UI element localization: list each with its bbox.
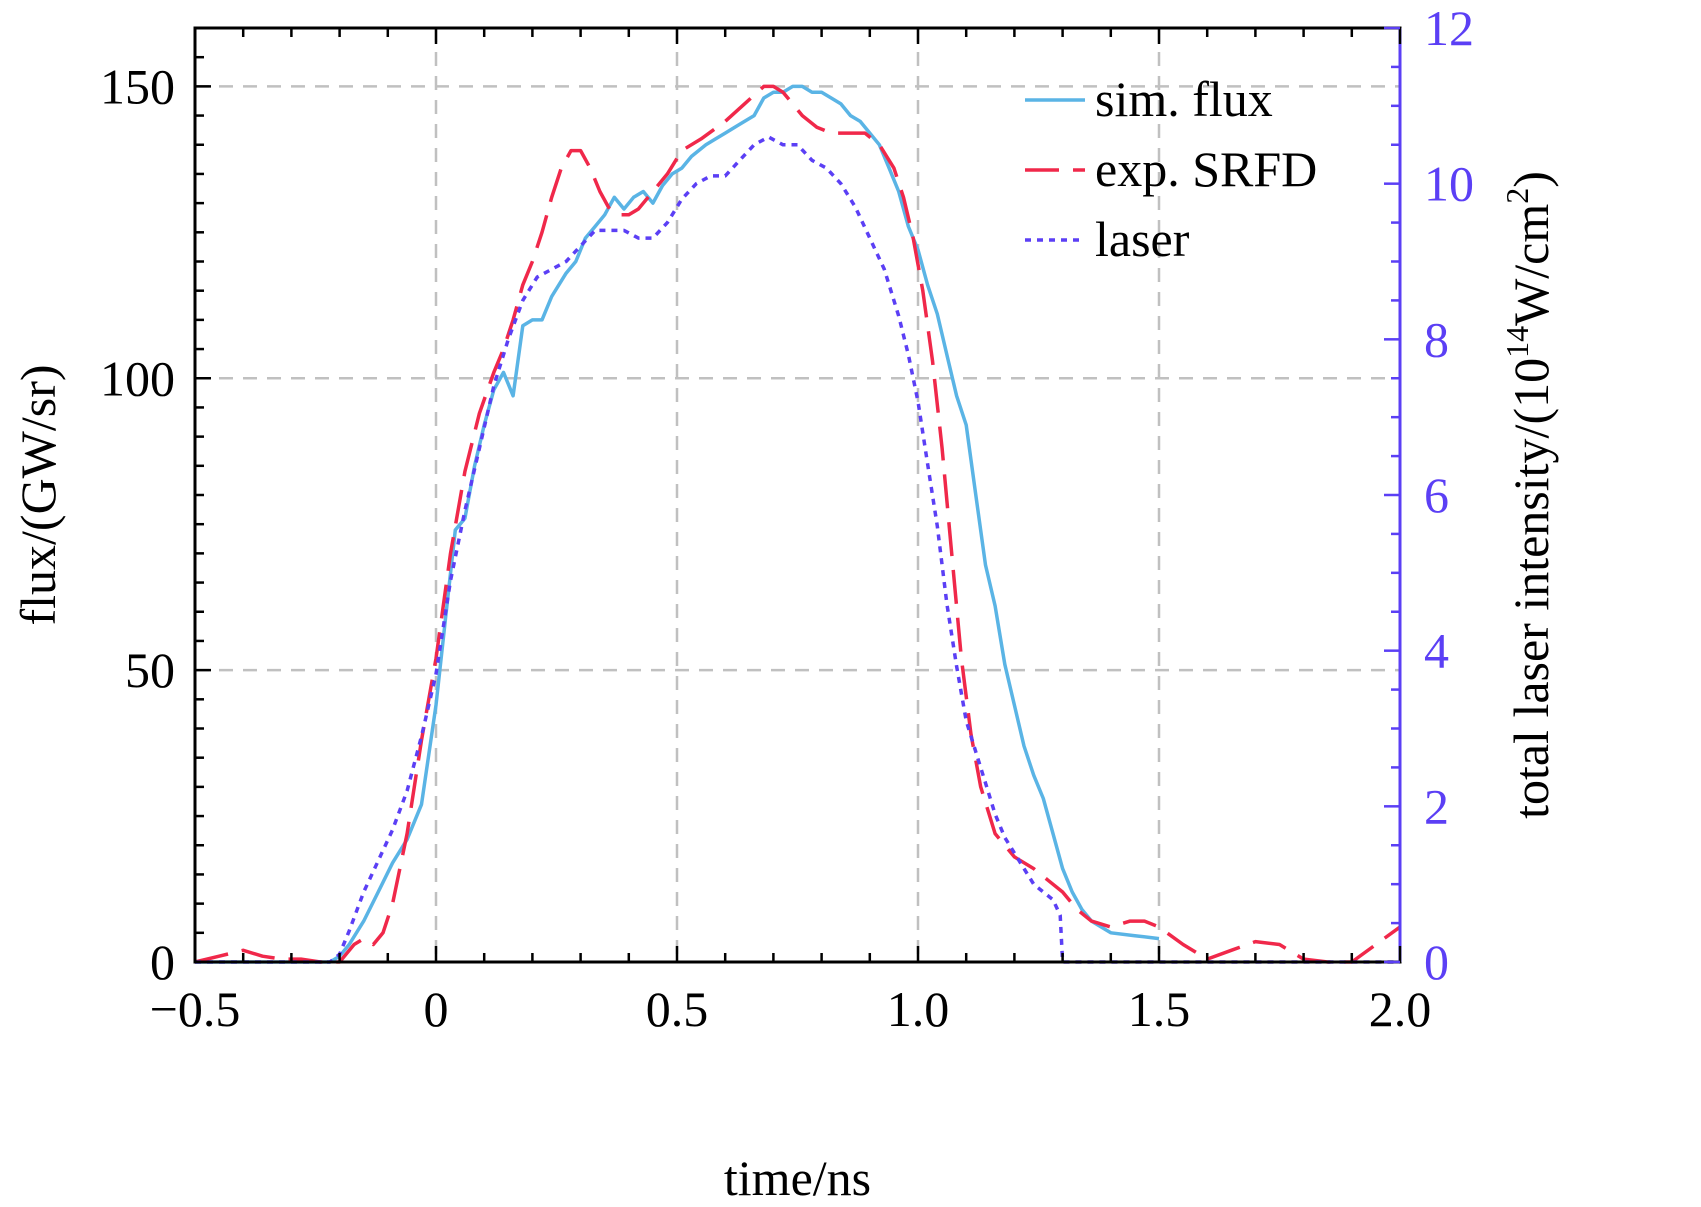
legend-label-sim-flux: sim. flux	[1095, 71, 1273, 127]
y-tick-label: 50	[125, 642, 175, 698]
y2-tick-label: 4	[1424, 623, 1449, 679]
legend: sim. flux exp. SRFD laser	[1025, 71, 1317, 267]
y2-tick-label: 0	[1424, 934, 1449, 990]
series-line-sim-flux	[195, 84, 1160, 964]
legend-label-exp-srfd: exp. SRFD	[1095, 141, 1317, 197]
legend-label-laser: laser	[1095, 211, 1190, 267]
y-tick-label: 0	[150, 934, 175, 990]
right-y-axis-label-mid: W/cm	[1503, 204, 1559, 326]
y-tick-label: 100	[100, 350, 175, 406]
x-tick-label: 0.5	[646, 981, 709, 1037]
series-line-exp-srfd	[194, 84, 1402, 964]
y-axis-label: flux/(GW/sr)	[10, 364, 66, 625]
x-tick-label: 1.5	[1128, 981, 1191, 1037]
y-tick-label: 150	[100, 58, 175, 114]
x-axis-label: time/ns	[724, 1150, 871, 1206]
plot-area	[194, 84, 1402, 964]
right-y-axis-label: total laser intensity/(1014W/cm2)	[1499, 171, 1559, 819]
right-y-axis-label-base: total laser intensity/(10	[1503, 358, 1559, 819]
right-y-axis-label-exp1: 14	[1499, 326, 1535, 358]
x-tick-label: 0	[424, 981, 449, 1037]
right-y-axis-label-exp2: 2	[1499, 188, 1535, 204]
x-tick-label: 2.0	[1369, 981, 1432, 1037]
y2-tick-label: 6	[1424, 467, 1449, 523]
x-tick-label: 1.0	[887, 981, 950, 1037]
y2-tick-label: 12	[1424, 0, 1474, 56]
series-line-laser	[195, 135, 1400, 964]
y2-tick-label: 8	[1424, 311, 1449, 367]
x-tick-label: −0.5	[150, 981, 241, 1037]
right-y-axis-label-end: )	[1503, 171, 1559, 188]
y2-tick-label: 10	[1424, 156, 1474, 212]
y2-tick-label: 2	[1424, 778, 1449, 834]
